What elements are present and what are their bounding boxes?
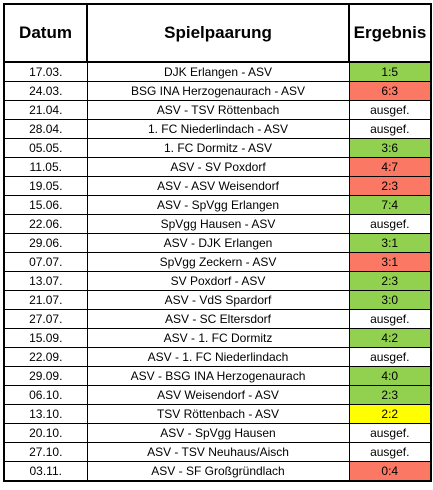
date-cell: 29.06. [3, 233, 88, 253]
table-row: 07.07. SpVgg Zeckern - ASV 3:1 [3, 252, 432, 272]
table-row: 21.04. ASV - TSV Röttenbach ausgef. [3, 100, 432, 120]
result-cell: ausgef. [348, 423, 432, 443]
date-cell: 05.05. [3, 138, 88, 158]
date-cell: 24.03. [3, 81, 88, 101]
result-cell: 1:5 [348, 61, 432, 82]
date-cell: 13.10. [3, 404, 88, 424]
date-cell: 17.03. [3, 61, 88, 82]
date-cell: 03.11. [3, 461, 88, 482]
result-cell: ausgef. [348, 119, 432, 139]
match-cell: ASV - ASV Weisendorf [86, 176, 350, 196]
match-cell: SpVgg Zeckern - ASV [86, 252, 350, 272]
table-row: 27.07. ASV - SC Eltersdorf ausgef. [3, 309, 432, 329]
match-cell: 1. FC Niederlindach - ASV [86, 119, 350, 139]
match-cell: ASV - TSV Röttenbach [86, 100, 350, 120]
match-cell: ASV - 1. FC Dormitz [86, 328, 350, 348]
date-cell: 27.07. [3, 309, 88, 329]
date-cell: 07.07. [3, 252, 88, 272]
match-cell: ASV - TSV Neuhaus/Aisch [86, 442, 350, 462]
table-row: 15.09. ASV - 1. FC Dormitz 4:2 [3, 328, 432, 348]
result-cell: ausgef. [348, 442, 432, 462]
table-row: 20.10. ASV - SpVgg Hausen ausgef. [3, 423, 432, 443]
date-cell: 21.07. [3, 290, 88, 310]
table-row: 13.10. TSV Röttenbach - ASV 2:2 [3, 404, 432, 424]
match-cell: ASV - SpVgg Hausen [86, 423, 350, 443]
result-cell: 0:4 [348, 461, 432, 482]
date-cell: 27.10. [3, 442, 88, 462]
table-row: 13.07. SV Poxdorf - ASV 2:3 [3, 271, 432, 291]
date-cell: 15.06. [3, 195, 88, 215]
date-cell: 29.09. [3, 366, 88, 386]
result-cell: 3:1 [348, 252, 432, 272]
header-date: Datum [3, 3, 88, 63]
result-cell: 6:3 [348, 81, 432, 101]
result-cell: 4:7 [348, 157, 432, 177]
match-cell: ASV - SV Poxdorf [86, 157, 350, 177]
header-row: Datum Spielpaarung Ergebnis [3, 3, 432, 63]
result-cell: 4:2 [348, 328, 432, 348]
header-match: Spielpaarung [86, 3, 350, 63]
result-cell: ausgef. [348, 347, 432, 367]
table-row: 29.06. ASV - DJK Erlangen 3:1 [3, 233, 432, 253]
match-cell: ASV - SF Großgründlach [86, 461, 350, 482]
date-cell: 15.09. [3, 328, 88, 348]
result-cell: 3:0 [348, 290, 432, 310]
match-cell: 1. FC Dormitz - ASV [86, 138, 350, 158]
result-cell: 3:1 [348, 233, 432, 253]
match-cell: SV Poxdorf - ASV [86, 271, 350, 291]
date-cell: 21.04. [3, 100, 88, 120]
table-row: 11.05. ASV - SV Poxdorf 4:7 [3, 157, 432, 177]
match-cell: DJK Erlangen - ASV [86, 61, 350, 82]
result-cell: 7:4 [348, 195, 432, 215]
table-row: 06.10. ASV Weisendorf - ASV 2:3 [3, 385, 432, 405]
match-cell: TSV Röttenbach - ASV [86, 404, 350, 424]
result-cell: ausgef. [348, 309, 432, 329]
table-row: 21.07. ASV - VdS Spardorf 3:0 [3, 290, 432, 310]
match-cell: SpVgg Hausen - ASV [86, 214, 350, 234]
header-result: Ergebnis [348, 3, 432, 63]
result-cell: 3:6 [348, 138, 432, 158]
date-cell: 13.07. [3, 271, 88, 291]
table-row: 22.09. ASV - 1. FC Niederlindach ausgef. [3, 347, 432, 367]
table-row: 24.03. BSG INA Herzogenaurach - ASV 6:3 [3, 81, 432, 101]
table-row: 03.11. ASV - SF Großgründlach 0:4 [3, 461, 432, 482]
result-cell: 2:3 [348, 385, 432, 405]
date-cell: 20.10. [3, 423, 88, 443]
date-cell: 19.05. [3, 176, 88, 196]
result-cell: 2:3 [348, 271, 432, 291]
result-cell: ausgef. [348, 214, 432, 234]
result-cell: 4:0 [348, 366, 432, 386]
table-row: 17.03. DJK Erlangen - ASV 1:5 [3, 61, 432, 82]
match-cell: ASV - BSG INA Herzogenaurach [86, 366, 350, 386]
table-row: 15.06. ASV - SpVgg Erlangen 7:4 [3, 195, 432, 215]
date-cell: 11.05. [3, 157, 88, 177]
match-cell: ASV - VdS Spardorf [86, 290, 350, 310]
table-row: 28.04. 1. FC Niederlindach - ASV ausgef. [3, 119, 432, 139]
match-cell: ASV - SC Eltersdorf [86, 309, 350, 329]
match-cell: ASV - SpVgg Erlangen [86, 195, 350, 215]
table-row: 22.06. SpVgg Hausen - ASV ausgef. [3, 214, 432, 234]
date-cell: 22.09. [3, 347, 88, 367]
table-row: 19.05. ASV - ASV Weisendorf 2:3 [3, 176, 432, 196]
match-cell: ASV - DJK Erlangen [86, 233, 350, 253]
date-cell: 22.06. [3, 214, 88, 234]
results-table: Datum Spielpaarung Ergebnis 17.03. DJK Er… [3, 3, 432, 482]
table-row: 29.09. ASV - BSG INA Herzogenaurach 4:0 [3, 366, 432, 386]
date-cell: 06.10. [3, 385, 88, 405]
result-cell: ausgef. [348, 100, 432, 120]
match-cell: ASV Weisendorf - ASV [86, 385, 350, 405]
table-row: 27.10. ASV - TSV Neuhaus/Aisch ausgef. [3, 442, 432, 462]
table-row: 05.05. 1. FC Dormitz - ASV 3:6 [3, 138, 432, 158]
result-cell: 2:3 [348, 176, 432, 196]
match-cell: ASV - 1. FC Niederlindach [86, 347, 350, 367]
date-cell: 28.04. [3, 119, 88, 139]
match-cell: BSG INA Herzogenaurach - ASV [86, 81, 350, 101]
result-cell: 2:2 [348, 404, 432, 424]
